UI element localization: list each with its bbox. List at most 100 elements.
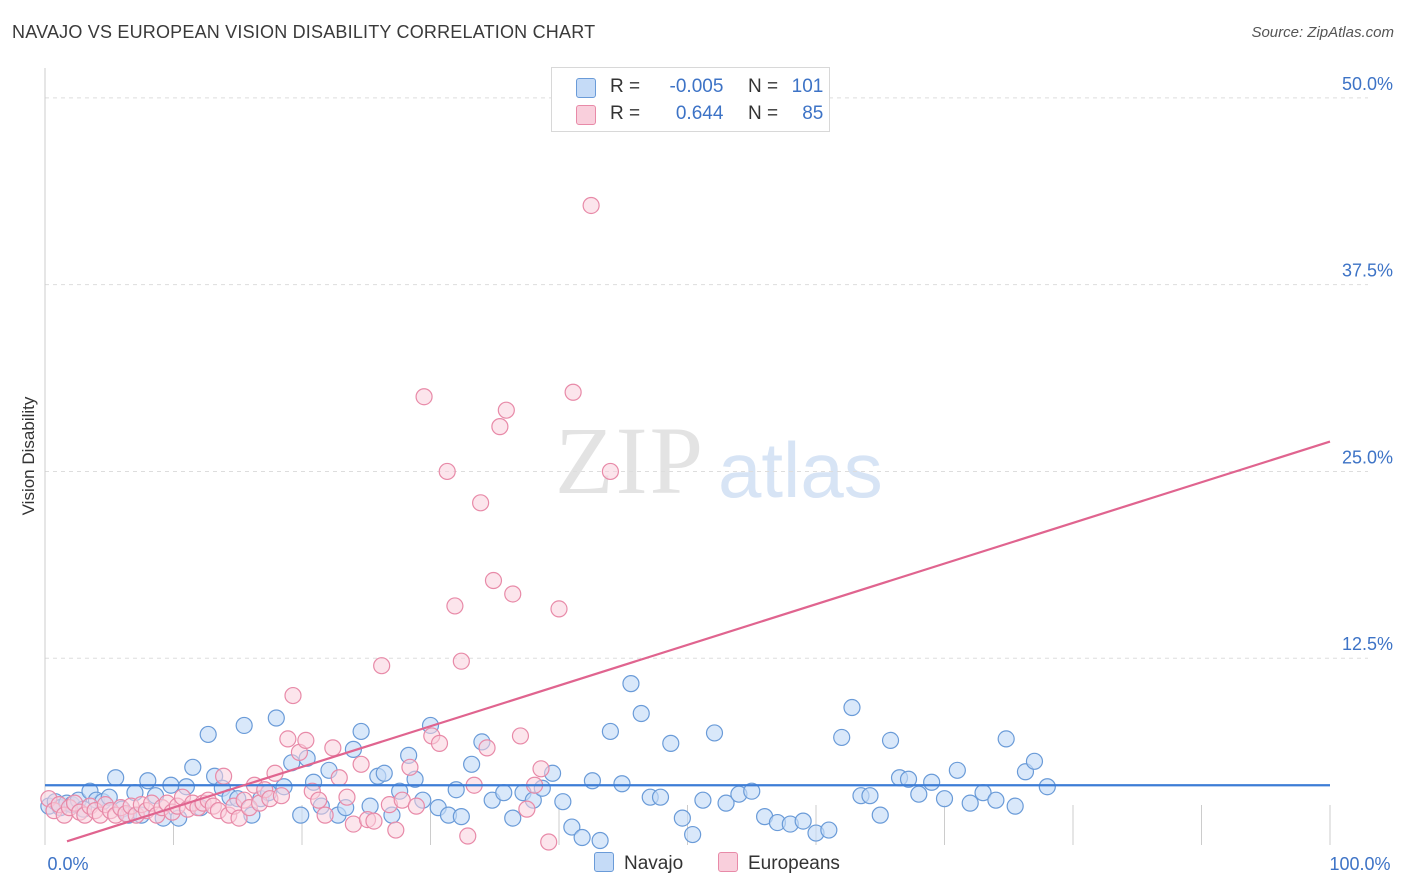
navajo-point: [463, 755, 481, 773]
navajo-point: [935, 790, 954, 808]
europeans-point: [491, 418, 509, 436]
legend-r-value: -0.005: [669, 76, 724, 97]
navajo-point: [923, 773, 941, 791]
navajo-point: [184, 758, 202, 776]
bottom-legend-navajo: Navajo: [594, 852, 683, 875]
navajo-point: [452, 808, 470, 826]
navajo-point: [662, 734, 680, 752]
europeans-swatch: [718, 852, 738, 872]
axis-labels: 12.5% 25.0% 37.5% 50.0% 0.0% 100.0% Vision Dis…: [19, 74, 1393, 874]
bottom-legend-europeans-label: Europeans: [748, 853, 840, 874]
europeans-point: [497, 401, 515, 419]
europeans-point: [601, 462, 620, 481]
navajo-point: [601, 722, 620, 741]
navajo-point: [881, 731, 900, 750]
europeans-point: [511, 727, 530, 745]
europeans-points: [40, 196, 620, 851]
legend-n-label: N =: [747, 103, 779, 124]
europeans-point: [297, 731, 315, 750]
europeans-point: [352, 755, 370, 773]
navajo-point: [684, 825, 702, 844]
europeans-point: [310, 791, 328, 809]
europeans-trend-line: [66, 440, 1331, 843]
navajo-point: [651, 788, 670, 806]
navajo-point: [743, 782, 761, 800]
navajo-point: [997, 730, 1015, 748]
europeans-point: [472, 494, 490, 512]
navajo-point: [563, 818, 581, 836]
europeans-point: [279, 730, 297, 748]
navajo-point: [583, 772, 602, 790]
europeans-point: [478, 739, 496, 757]
europeans-point: [430, 734, 449, 752]
navajo-point: [987, 791, 1005, 809]
bottom-legend-navajo-label: Navajo: [624, 853, 684, 874]
europeans-point: [330, 769, 348, 787]
trend-lines: [45, 440, 1331, 843]
navajo-points: [40, 675, 1056, 850]
europeans-point: [272, 787, 291, 805]
europeans-point: [540, 833, 558, 851]
watermark-atlas: atlas: [718, 426, 883, 514]
europeans-point: [324, 739, 342, 757]
europeans-point: [452, 652, 470, 670]
navajo-point: [910, 785, 928, 803]
y-tick-label: 12.5%: [1342, 634, 1393, 654]
navajo-point: [871, 806, 889, 824]
navajo-point: [861, 787, 879, 805]
y-tick-label: 25.0%: [1342, 447, 1393, 467]
navajo-point: [591, 831, 609, 850]
europeans-point: [387, 821, 405, 839]
europeans-point: [373, 657, 391, 675]
x-tick-label: 0.0%: [47, 854, 88, 874]
europeans-point: [415, 388, 433, 406]
legend-n-label: N =: [747, 76, 779, 97]
europeans-point: [550, 600, 568, 618]
europeans-point: [459, 827, 477, 845]
y-tick-label: 37.5%: [1342, 261, 1393, 281]
navajo-point: [794, 812, 812, 830]
navajo-swatch: [594, 852, 614, 872]
europeans-point: [344, 815, 362, 833]
navajo-point: [573, 828, 591, 847]
europeans-point: [316, 806, 334, 824]
grid-lines: [45, 97, 1368, 659]
europeans-point: [284, 686, 302, 705]
y-axis-title: Vision Disability: [19, 396, 38, 515]
europeans-swatch: [576, 105, 596, 125]
europeans-point: [518, 800, 536, 818]
europeans-point: [338, 788, 356, 806]
navajo-point: [961, 794, 979, 812]
legend: R = -0.005 N = 101 R = 0.644 N = 85: [551, 67, 830, 132]
source-label: Source: ZipAtlas.com: [1251, 24, 1394, 41]
navajo-point: [820, 821, 838, 839]
navajo-point: [632, 704, 650, 723]
legend-r-value: 0.644: [675, 103, 724, 124]
watermark-zip: ZIP: [555, 407, 705, 514]
europeans-point: [438, 462, 456, 481]
navajo-point: [267, 709, 285, 727]
europeans-point: [532, 760, 550, 778]
navajo-point: [833, 728, 851, 747]
navajo-point: [1038, 778, 1056, 796]
europeans-point: [504, 585, 522, 603]
navajo-point: [843, 698, 861, 717]
navajo-point: [235, 716, 253, 735]
europeans-point: [564, 383, 582, 401]
navajo-point: [504, 809, 522, 827]
navajo-point: [1025, 752, 1044, 770]
navajo-point: [705, 724, 724, 742]
chart-title: NAVAJO VS EUROPEAN VISION DISABILITY COR…: [12, 22, 596, 42]
navajo-point: [375, 764, 393, 782]
navajo-point: [717, 794, 735, 812]
europeans-point: [215, 767, 233, 785]
navajo-point: [948, 761, 966, 779]
navajo-point: [613, 775, 631, 793]
europeans-point: [446, 597, 464, 615]
navajo-point: [694, 791, 712, 809]
navajo-point: [292, 806, 310, 824]
navajo-point: [447, 781, 465, 799]
europeans-point: [484, 571, 503, 590]
navajo-point: [352, 722, 370, 741]
